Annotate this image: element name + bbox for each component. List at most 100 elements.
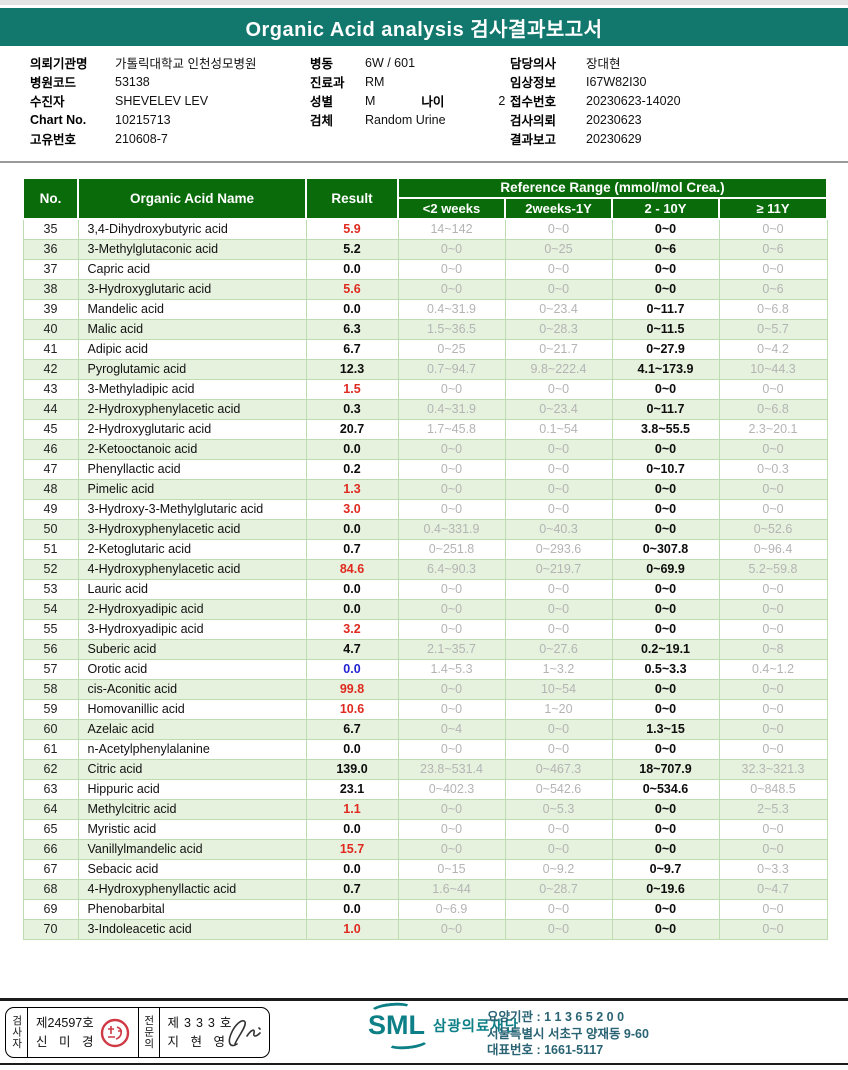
- info-value: 10215713: [115, 112, 171, 127]
- cell-result: 6.7: [305, 718, 399, 740]
- cell-acid-name: Sebacic acid: [77, 858, 307, 880]
- cell-ref-2-10y: 0~0: [611, 498, 720, 520]
- cell-ref-2weeks-1y: 0~27.6: [504, 638, 613, 660]
- cell-no: 61: [22, 738, 79, 760]
- cell-acid-name: Mandelic acid: [77, 298, 307, 320]
- cell-ref-11y-plus: 0~0: [718, 258, 828, 280]
- cell-no: 69: [22, 898, 79, 920]
- cell-ref-2weeks-1y: 0~0: [504, 258, 613, 280]
- info-row: 병동 6W / 601: [310, 53, 505, 72]
- table-row: 35 3,4-Dihydroxybutyric acid 5.9 14~142 0~0 0…: [22, 218, 828, 240]
- cell-ref-2-10y: 0~0: [611, 218, 720, 240]
- examiner-role-label: 검사자: [6, 1008, 28, 1057]
- page-title: Organic Acid analysis 검사결과보고서: [245, 18, 603, 41]
- cell-ref-2weeks-1y: 10~54: [504, 678, 613, 700]
- cell-ref-2weeks-1y: 0~5.3: [504, 798, 613, 820]
- cell-no: 42: [22, 358, 79, 380]
- cell-ref-under2weeks: 0~0: [397, 738, 506, 760]
- table-row: 47 Phenyllactic acid 0.2 0~0 0~0 0~10.7 0~0.3: [22, 458, 828, 480]
- table-row: 70 3-Indoleacetic acid 1.0 0~0 0~0 0~0 0~0: [22, 918, 828, 940]
- cell-ref-11y-plus: 0~0: [718, 498, 828, 520]
- cell-result: 4.7: [305, 638, 399, 660]
- cell-acid-name: 2-Ketoglutaric acid: [77, 538, 307, 560]
- cell-ref-2weeks-1y: 0~23.4: [504, 298, 613, 320]
- cell-result: 3.2: [305, 618, 399, 640]
- cell-ref-11y-plus: 0~4.7: [718, 878, 828, 900]
- info-value: I67W82I30: [586, 74, 647, 89]
- cell-ref-2-10y: 0~0: [611, 258, 720, 280]
- cell-ref-2-10y: 0~0: [611, 818, 720, 840]
- table-row: 65 Myristic acid 0.0 0~0 0~0 0~0 0~0: [22, 818, 828, 840]
- cell-no: 50: [22, 518, 79, 540]
- info-label: Chart No.: [30, 112, 87, 127]
- cell-no: 41: [22, 338, 79, 360]
- info-value: 6W / 601: [365, 55, 416, 70]
- info-row: 병원코드 53138: [30, 72, 256, 91]
- cell-acid-name: Homovanillic acid: [77, 698, 307, 720]
- info-value: M: [365, 93, 376, 108]
- lab-contact-info: 요양기관 : 1 1 3 6 5 2 0 0 서울특별시 서초구 양재동 9-6…: [487, 1009, 649, 1059]
- cell-ref-under2weeks: 0~0: [397, 678, 506, 700]
- cell-ref-2-10y: 0~19.6: [611, 878, 720, 900]
- cell-no: 70: [22, 918, 79, 940]
- cell-ref-11y-plus: 0~0: [718, 698, 828, 720]
- cell-no: 59: [22, 698, 79, 720]
- cell-ref-2weeks-1y: 0~21.7: [504, 338, 613, 360]
- cell-ref-under2weeks: 14~142: [397, 218, 506, 240]
- cell-acid-name: Suberic acid: [77, 638, 307, 660]
- results-table: No. Organic Acid Name Result Reference R…: [22, 177, 828, 940]
- header-ref-2weeks-1y: 2weeks-1Y: [504, 196, 613, 221]
- table-row: 69 Phenobarbital 0.0 0~6.9 0~0 0~0 0~0: [22, 898, 828, 920]
- table-row: 48 Pimelic acid 1.3 0~0 0~0 0~0 0~0: [22, 478, 828, 500]
- cell-no: 68: [22, 878, 79, 900]
- examiner-cell: 제24597호 신 미 경: [28, 1008, 138, 1057]
- info-row: 검체 Random Urine: [310, 110, 505, 129]
- cell-no: 58: [22, 678, 79, 700]
- cell-no: 63: [22, 778, 79, 800]
- cell-ref-11y-plus: 0~0: [718, 738, 828, 760]
- info-label: 임상정보: [510, 76, 557, 90]
- header-acid-name: Organic Acid Name: [77, 177, 307, 220]
- cell-ref-11y-plus: 0~0: [718, 438, 828, 460]
- signature-box: 검사자 제24597호 신 미 경 전문의 제333호 지 현 영: [5, 1007, 270, 1058]
- examiner-cert-no: 제24597호: [36, 1016, 94, 1030]
- cell-no: 53: [22, 578, 79, 600]
- cell-acid-name: 3-Hydroxyglutaric acid: [77, 278, 307, 300]
- cell-ref-11y-plus: 5.2~59.8: [718, 558, 828, 580]
- cell-ref-2weeks-1y: 0.1~54: [504, 418, 613, 440]
- cell-ref-11y-plus: 0~0: [718, 478, 828, 500]
- cell-no: 35: [22, 218, 79, 240]
- info-row: 고유번호 210608-7: [30, 129, 256, 148]
- cell-result: 139.0: [305, 758, 399, 780]
- cell-ref-2-10y: 0.5~3.3: [611, 658, 720, 680]
- cell-no: 46: [22, 438, 79, 460]
- cell-ref-2weeks-1y: 0~0: [504, 498, 613, 520]
- cell-result: 5.9: [305, 218, 399, 240]
- cell-no: 48: [22, 478, 79, 500]
- cell-ref-11y-plus: 0~0: [718, 918, 828, 940]
- cell-no: 66: [22, 838, 79, 860]
- cell-ref-under2weeks: 0~0: [397, 258, 506, 280]
- cell-ref-under2weeks: 6.4~90.3: [397, 558, 506, 580]
- cell-ref-11y-plus: 0~0: [718, 578, 828, 600]
- cell-ref-2-10y: 0~6: [611, 238, 720, 260]
- cell-ref-2weeks-1y: 0~40.3: [504, 518, 613, 540]
- info-value: 장대현: [586, 57, 621, 71]
- cell-ref-2-10y: 0~11.7: [611, 298, 720, 320]
- table-row: 42 Pyroglutamic acid 12.3 0.7~94.7 9.8~222.4…: [22, 358, 828, 380]
- cell-ref-under2weeks: 1.6~44: [397, 878, 506, 900]
- age-label: 나이: [421, 95, 445, 109]
- cell-acid-name: Pyroglutamic acid: [77, 358, 307, 380]
- lab-info-line: 요양기관 : 1 1 3 6 5 2 0 0: [487, 1010, 625, 1024]
- cell-ref-2-10y: 0~0: [611, 798, 720, 820]
- cell-no: 54: [22, 598, 79, 620]
- cell-ref-2-10y: 0~0: [611, 618, 720, 640]
- cell-no: 49: [22, 498, 79, 520]
- cell-ref-11y-plus: 0~96.4: [718, 538, 828, 560]
- cell-ref-11y-plus: 0~6.8: [718, 298, 828, 320]
- header-ref-11y-plus: ≥ 11Y: [718, 196, 828, 221]
- table-row: 44 2-Hydroxyphenylacetic acid 0.3 0.4~31.9 0…: [22, 398, 828, 420]
- info-row: 진료과 RM: [310, 72, 505, 91]
- cell-ref-2weeks-1y: 0~0: [504, 738, 613, 760]
- cell-ref-11y-plus: 0~0: [718, 718, 828, 740]
